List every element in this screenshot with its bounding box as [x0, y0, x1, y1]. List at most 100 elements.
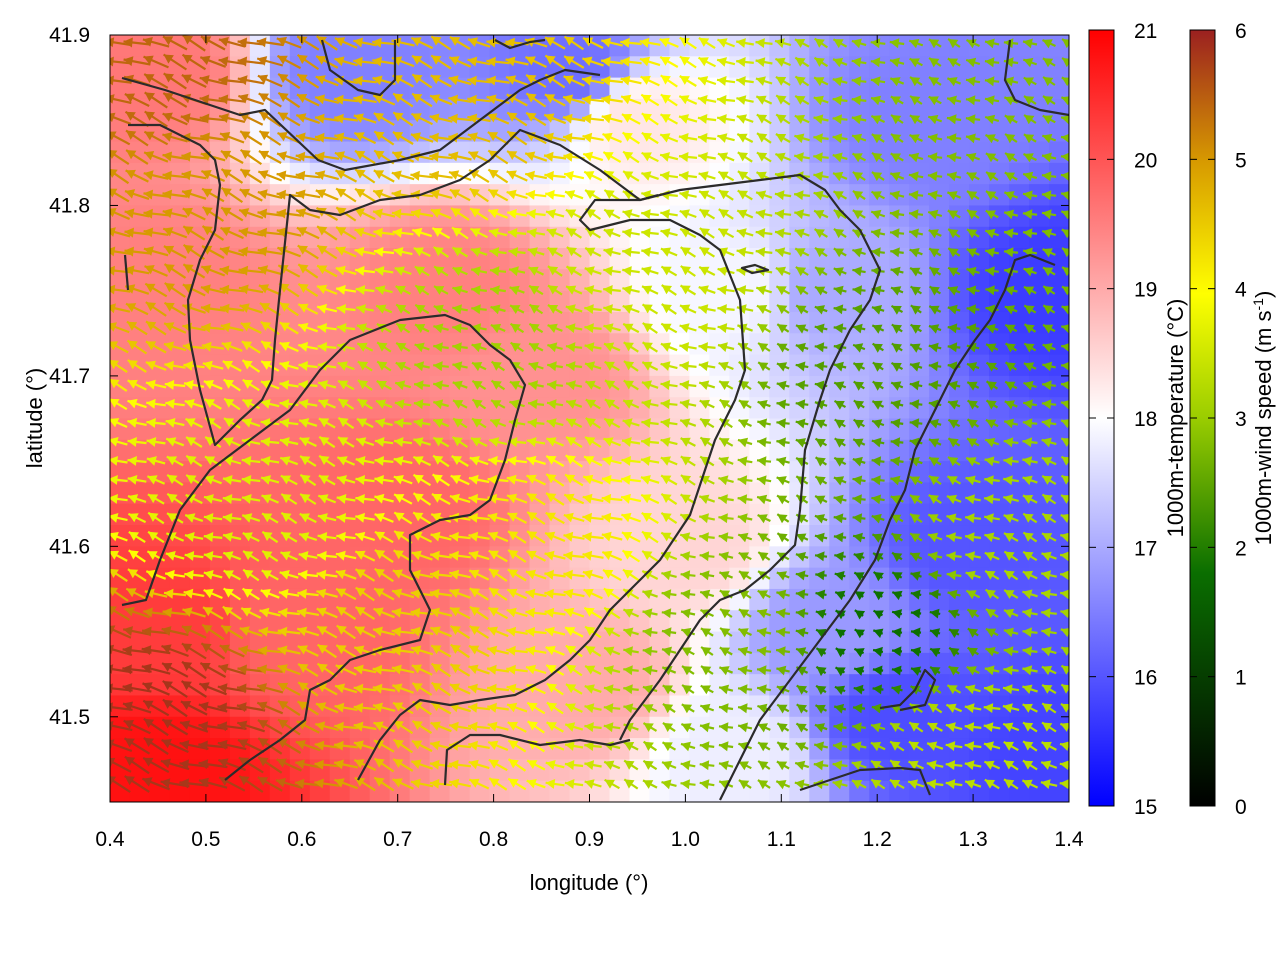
wind-arrow [124, 227, 150, 238]
wind-arrow [179, 778, 209, 789]
wind-arrow [180, 113, 208, 124]
wind-arrow [144, 91, 168, 109]
temperature-cell [110, 631, 131, 654]
temperature-cell [869, 397, 890, 420]
wind-arrow [145, 320, 167, 336]
wind-vectors [110, 35, 1069, 793]
wind-arrow [110, 625, 132, 639]
temperature-cell [1029, 631, 1050, 654]
temperature-cell [1009, 738, 1030, 760]
wind-arrow [181, 660, 207, 680]
temperature-cell [449, 269, 471, 292]
wind-arrow [200, 265, 226, 277]
wind-arrow [161, 626, 189, 637]
temperature-cell [749, 652, 770, 675]
temperature-cell [149, 141, 171, 164]
wind-arrow [241, 456, 261, 466]
wind-arrow [241, 418, 261, 428]
temperature-cell [709, 716, 730, 739]
temperature-cell [1049, 184, 1069, 207]
wind-arrow [203, 551, 223, 561]
temperature-cell [669, 610, 690, 633]
wind-arrow [184, 399, 204, 409]
temperature-cell [229, 503, 251, 526]
temperature-cell [389, 716, 411, 739]
wind-arrow [160, 758, 190, 771]
temperature-cell [929, 695, 950, 718]
temperature-cell [909, 226, 930, 249]
wind-arrow [201, 623, 225, 641]
temperature-cell [429, 226, 451, 249]
temperature-cell [749, 780, 770, 802]
wind-arrow [142, 756, 170, 774]
wind-arrow [145, 569, 167, 580]
wind-arrow [198, 701, 228, 713]
wind-arrow [110, 150, 130, 166]
temperature-cell [389, 120, 411, 143]
x-tick-label: 1.2 [863, 828, 892, 851]
temperature-cell [249, 439, 271, 462]
temperature-cell [609, 77, 631, 100]
wind-arrow [183, 379, 205, 390]
temperature-cell [1009, 205, 1030, 228]
colorbar-tick-label: 0 [1235, 796, 1247, 819]
x-tick-label: 1.3 [958, 828, 987, 851]
wind-arrow [124, 755, 150, 775]
temperature-cell [589, 162, 611, 185]
wind-arrow [222, 494, 242, 504]
wind-arrow [163, 588, 187, 599]
temperature-cell [609, 439, 631, 462]
wind-arrow [240, 607, 262, 619]
temperature-cell [809, 56, 830, 79]
wind-arrow [238, 93, 264, 106]
temperature-cell [509, 503, 531, 526]
temperature-cell [249, 525, 271, 547]
temperature-cell [969, 610, 990, 633]
temperature-cell [849, 141, 870, 164]
temperature-cell [129, 588, 151, 611]
wind-arrow [145, 360, 167, 371]
temperature-cell [909, 631, 930, 654]
temperature-cell [129, 141, 151, 164]
temperature-cell [709, 567, 730, 590]
wind-arrow [146, 475, 166, 485]
temperature-cell [249, 35, 271, 57]
wind-arrow [162, 698, 188, 718]
wind-arrow [125, 587, 149, 601]
temperature-cell [1029, 716, 1050, 739]
wind-arrow [110, 513, 128, 523]
temperature-cell [1029, 610, 1050, 633]
wind-arrow [163, 322, 187, 334]
temperature-cell [909, 716, 930, 739]
temperature-cell [529, 141, 551, 164]
wind-arrow [181, 170, 207, 181]
wind-arrow [201, 187, 225, 203]
temperature-cell [889, 226, 910, 249]
temperature-cell [149, 333, 171, 356]
temperature-cell [669, 567, 690, 590]
temperature-cell [749, 674, 770, 697]
temperature-cell [549, 162, 571, 185]
wind-arrow [184, 532, 204, 542]
temperature-cell [889, 610, 910, 633]
temperature-cell [409, 162, 431, 185]
temperature-cell [849, 610, 870, 633]
temperature-cell [629, 674, 651, 697]
temperature-cell [869, 588, 890, 611]
temperature-cell [509, 354, 531, 377]
temperature-cell [629, 588, 651, 611]
wind-arrow [145, 340, 167, 354]
temperature-cell [329, 311, 351, 334]
temperature-cell [629, 759, 651, 782]
temperature-cell [329, 120, 351, 143]
temperature-cell [709, 141, 730, 164]
temperature-cell [769, 269, 790, 292]
temperature-cell [769, 610, 790, 633]
temperature-cell [209, 375, 231, 398]
temperature-cell [249, 184, 271, 207]
temperature-cell [989, 77, 1010, 100]
temperature-cell [829, 567, 850, 590]
temperature-cell [669, 525, 690, 547]
wind-arrow [143, 246, 169, 257]
temperature-cell [269, 354, 291, 377]
